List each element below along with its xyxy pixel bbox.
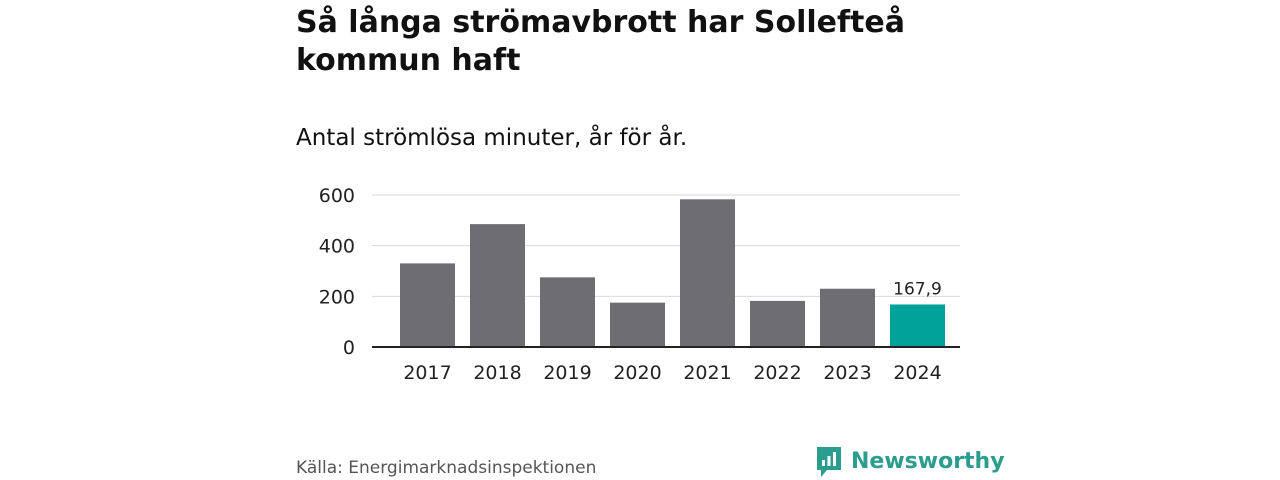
brand-name: Newsworthy — [851, 449, 1005, 474]
chart-title: Så långa strömavbrott har Sollefteå komm… — [296, 5, 905, 78]
x-tick-label: 2019 — [543, 362, 591, 384]
bar — [470, 224, 525, 347]
bar — [400, 263, 455, 347]
x-tick-label: 2018 — [473, 362, 521, 384]
chart-subtitle: Antal strömlösa minuter, år för år. — [296, 125, 688, 151]
x-tick-label: 2023 — [823, 362, 871, 384]
bar — [890, 304, 945, 347]
y-tick-label: 0 — [343, 337, 355, 359]
x-tick-label: 2022 — [753, 362, 801, 384]
data-label: 167,9 — [893, 279, 942, 299]
x-tick-label: 2024 — [893, 362, 941, 384]
y-tick-label: 600 — [319, 185, 355, 207]
x-tick-label: 2020 — [613, 362, 661, 384]
source-note: Källa: Energimarknadsinspektionen — [296, 458, 597, 478]
x-tick-label: 2017 — [403, 362, 451, 384]
newsworthy-logo-icon — [817, 447, 841, 477]
bar — [820, 288, 875, 347]
y-tick-label: 400 — [319, 236, 355, 258]
x-tick-label: 2021 — [683, 362, 731, 384]
bar — [610, 302, 665, 347]
brand-logo: Newsworthy — [815, 445, 1005, 479]
bar — [540, 277, 595, 347]
y-tick-label: 200 — [319, 286, 355, 308]
bar-chart: 0 200 400 600 2017 2018 2019 2020 2021 2022 2023 20… — [319, 185, 960, 384]
bar — [680, 199, 735, 347]
bar — [750, 300, 805, 347]
